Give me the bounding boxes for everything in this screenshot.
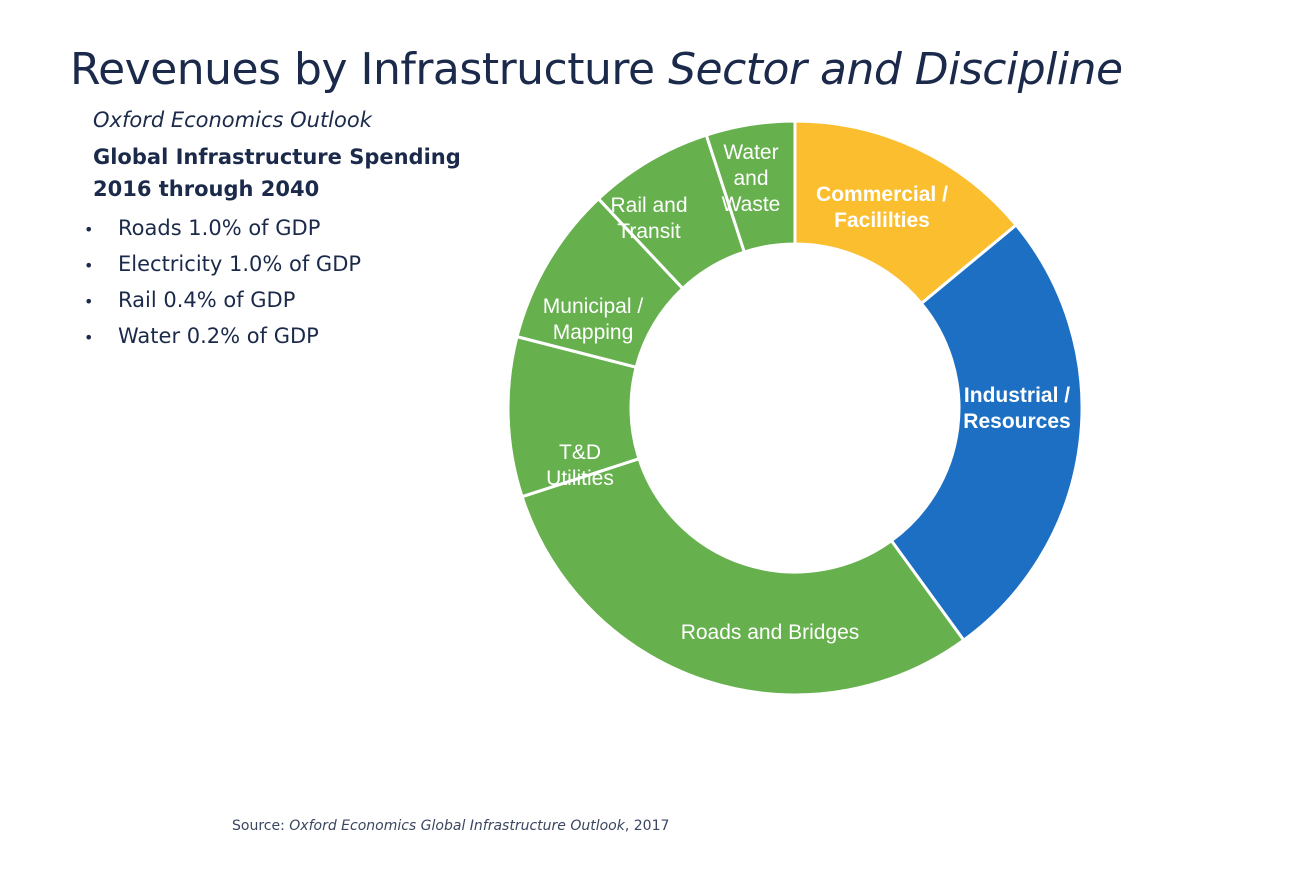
slice-label-0: Commercial / Facililties bbox=[816, 183, 948, 232]
slide-title: Revenues by Infrastructure Sector and Di… bbox=[70, 44, 1123, 95]
donut-slice-2 bbox=[520, 456, 966, 697]
bullet-text: Roads 1.0% of GDP bbox=[118, 216, 321, 240]
bullet-item: • Electricity 1.0% of GDP bbox=[84, 246, 361, 282]
slice-label-4: Municipal / Mapping bbox=[543, 295, 644, 344]
heading-line-1: Global Infrastructure Spending bbox=[93, 145, 461, 169]
spending-heading: Global Infrastructure Spending 2016 thro… bbox=[93, 141, 461, 205]
slice-label-2: Roads and Bridges bbox=[681, 621, 860, 644]
bullet-text: Electricity 1.0% of GDP bbox=[118, 252, 362, 276]
slice-label-6: Water and Waste bbox=[722, 141, 781, 216]
bullet-item: • Water 0.2% of GDP bbox=[84, 318, 361, 354]
source-prefix: Source: bbox=[232, 818, 290, 834]
donut-labels: Commercial / Facililties Industrial / Resou… bbox=[543, 141, 1071, 644]
donut-slices bbox=[506, 119, 1084, 697]
slice-label-3: T&D Utilities bbox=[546, 441, 614, 490]
bullet-dot-icon: • bbox=[84, 256, 94, 275]
bullet-item: • Roads 1.0% of GDP bbox=[84, 210, 361, 246]
outlook-source-name: Oxford Economics Outlook bbox=[93, 108, 372, 132]
gdp-bullet-list: • Roads 1.0% of GDP • Electricity 1.0% of … bbox=[84, 210, 361, 354]
slice-label-1: Industrial / Resources bbox=[963, 384, 1070, 433]
bullet-dot-icon: • bbox=[84, 328, 94, 347]
source-title: Oxford Economics Global Infrastructure O… bbox=[289, 818, 625, 834]
source-year: , 2017 bbox=[624, 818, 670, 834]
title-main: Revenues by Infrastructure bbox=[70, 44, 669, 95]
donut-slice-6 bbox=[704, 119, 797, 254]
bullet-dot-icon: • bbox=[84, 220, 94, 239]
bullet-text: Rail 0.4% of GDP bbox=[118, 288, 296, 312]
title-italic: Sector and Discipline bbox=[668, 44, 1123, 95]
bullet-item: • Rail 0.4% of GDP bbox=[84, 282, 361, 318]
donut-slice-1 bbox=[889, 222, 1084, 643]
bullet-text: Water 0.2% of GDP bbox=[118, 324, 319, 348]
heading-line-2: 2016 through 2040 bbox=[93, 177, 320, 201]
source-citation: Source: Oxford Economics Global Infrastr… bbox=[232, 818, 669, 834]
slice-label-5: Rail and Transit bbox=[610, 194, 687, 243]
bullet-dot-icon: • bbox=[84, 292, 94, 311]
